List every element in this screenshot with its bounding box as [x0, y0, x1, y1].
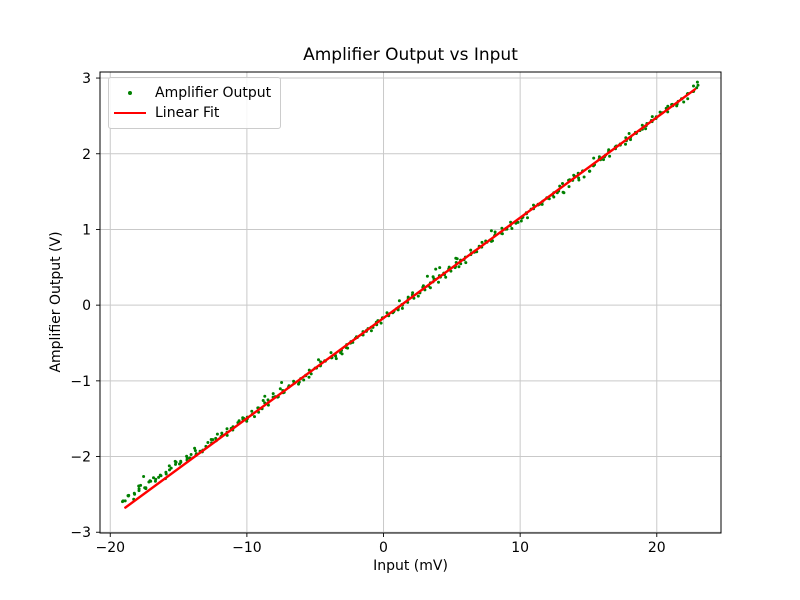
scatter-points — [121, 80, 700, 504]
x-tick-label: 20 — [648, 540, 666, 556]
y-tick-label: 3 — [82, 71, 91, 87]
legend-label-amplifier-output: Amplifier Output — [155, 85, 272, 101]
y-tick-label: −3 — [70, 525, 91, 541]
y-tick-label: 2 — [82, 147, 91, 163]
legend-marker-cell — [113, 111, 147, 115]
chart-title: Amplifier Output vs Input — [303, 45, 518, 65]
x-tick-label: −10 — [232, 540, 262, 556]
y-tick-label: −1 — [70, 374, 91, 390]
scatter-dot-icon — [128, 91, 132, 95]
x-tick-label: −20 — [95, 540, 125, 556]
y-axis-label: Amplifier Output (V) — [48, 231, 64, 373]
legend-label-linear-fit: Linear Fit — [155, 105, 220, 121]
y-tick-label: 1 — [82, 222, 91, 238]
legend-item-linear-fit: Linear Fit — [113, 103, 271, 123]
y-tick-label: −2 — [70, 450, 91, 466]
legend-marker-cell — [113, 91, 147, 95]
line-swatch-icon — [114, 111, 146, 115]
axes-spines — [99, 71, 722, 534]
x-tick-label: 0 — [379, 540, 388, 556]
legend: Amplifier Output Linear Fit — [108, 77, 282, 129]
legend-item-amplifier-output: Amplifier Output — [113, 83, 271, 103]
fit-line — [124, 88, 697, 509]
x-tick-label: 10 — [511, 540, 529, 556]
x-axis-label: Input (mV) — [373, 558, 448, 574]
y-tick-label: 0 — [82, 298, 91, 314]
tick-marks — [96, 77, 658, 537]
